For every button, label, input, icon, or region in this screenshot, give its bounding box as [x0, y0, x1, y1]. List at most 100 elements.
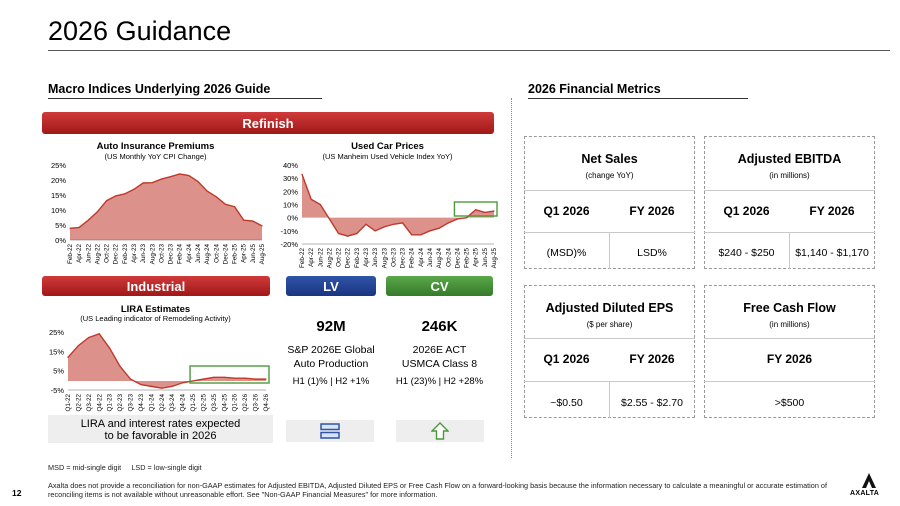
- ebitda-rule-1: [704, 190, 875, 191]
- data-point: [67, 356, 69, 358]
- series-line: [67, 332, 266, 389]
- data-point: [169, 176, 172, 178]
- refinish-banner: Refinish: [42, 112, 494, 134]
- highlight-box: [189, 365, 270, 384]
- x-tick-label: Q4-22: [96, 394, 103, 412]
- data-point: [233, 206, 236, 208]
- net-sales-rule-1: [524, 190, 695, 191]
- x-tick-label: Q4-25: [221, 394, 228, 412]
- eps-fy-head: FY 2026: [629, 352, 675, 366]
- data-point: [213, 376, 215, 378]
- x-tick-label: Apr-24: [186, 244, 193, 263]
- x-tick-label: Apr-24: [418, 248, 425, 267]
- data-point: [133, 188, 135, 190]
- lv-line3: H1 (1)% | H2 +1%: [292, 376, 370, 387]
- data-point: [310, 198, 312, 200]
- equal-bars-icon: [320, 423, 340, 439]
- x-tick-label: Q3-23: [128, 394, 135, 412]
- x-tick-label: Dec-23: [168, 244, 175, 265]
- data-point: [129, 378, 132, 380]
- chart-insurance-title: Auto Insurance Premiums: [96, 141, 215, 152]
- fcf-card: Free Cash Flow (in millions): [704, 285, 875, 418]
- x-tick-label: Aug-22: [94, 244, 101, 265]
- chart-lira-title: LIRA Estimates: [120, 304, 191, 315]
- y-tick-label: 25%: [51, 161, 66, 170]
- data-point: [78, 226, 80, 228]
- data-point: [475, 209, 477, 211]
- ebitda-col-sep: [789, 232, 790, 269]
- data-point: [328, 218, 331, 220]
- x-tick-label: Q3-24: [169, 394, 176, 412]
- cv-icon-box: [396, 420, 484, 442]
- data-point: [392, 223, 395, 225]
- data-point: [401, 222, 404, 224]
- macro-heading-rule: [48, 98, 322, 99]
- eps-q1-head: Q1 2026: [543, 352, 590, 366]
- data-point: [192, 380, 194, 382]
- data-point: [493, 210, 495, 212]
- data-point: [142, 182, 144, 184]
- ebitda-q1-value: $240 - $250: [718, 247, 775, 259]
- data-point: [383, 226, 385, 228]
- ebitda-q1-head: Q1 2026: [723, 204, 770, 218]
- y-tick-label: 15%: [51, 191, 66, 200]
- x-tick-label: Jun-23: [140, 244, 147, 264]
- data-point: [301, 173, 303, 175]
- metrics-heading: 2026 Financial Metrics: [528, 82, 661, 96]
- cv-line3: H1 (23)% | H2 +28%: [395, 376, 484, 387]
- lira-note-line1: LIRA and interest rates expected: [80, 418, 241, 430]
- data-point: [119, 365, 121, 368]
- x-tick-label: Q1-24: [148, 394, 155, 412]
- page-number: 12: [12, 488, 22, 498]
- data-point: [337, 232, 340, 235]
- section-divider: [511, 98, 512, 458]
- data-point: [161, 387, 163, 389]
- x-tick-label: Aug-23: [149, 244, 156, 265]
- data-point: [438, 227, 440, 229]
- x-tick-label: Feb-24: [409, 248, 416, 268]
- axalta-logo-text: AXALTA: [850, 490, 880, 497]
- x-tick-label: Jun-24: [427, 248, 434, 268]
- y-tick-label: 0%: [55, 236, 66, 245]
- x-tick-label: Apr-23: [131, 244, 138, 263]
- data-point: [254, 378, 257, 380]
- data-point: [347, 235, 349, 237]
- data-point: [411, 234, 413, 236]
- up-arrow-icon: [431, 422, 449, 440]
- highlight-box: [453, 201, 498, 217]
- ebitda-fy-value: $1,140 - $1,170: [795, 247, 869, 259]
- x-tick-label: Apr-22: [76, 244, 83, 263]
- y-tick-label: 15%: [49, 347, 64, 356]
- cv-value: 246K: [421, 318, 458, 335]
- series-line: [301, 173, 495, 237]
- y-tick-label: -5%: [51, 386, 65, 395]
- x-tick-label: Q3-25: [211, 394, 218, 412]
- y-tick-label: -10%: [280, 227, 298, 236]
- data-point: [182, 382, 184, 384]
- x-tick-label: Q4-24: [180, 394, 187, 412]
- cv-banner: CV: [386, 276, 493, 296]
- x-tick-label: Dec-22: [113, 244, 120, 265]
- disclaimer-line-2: reconciling items is not available witho…: [48, 490, 438, 499]
- data-point: [234, 377, 236, 379]
- eps-q1-value: ~$0.50: [550, 397, 583, 409]
- x-tick-label: Q2-24: [159, 394, 166, 412]
- data-point: [88, 336, 90, 339]
- data-point: [356, 232, 358, 235]
- x-tick-label: Aug-23: [381, 248, 388, 269]
- data-point: [150, 385, 152, 387]
- metrics-heading-rule: [528, 98, 748, 99]
- eps-title: Adjusted Diluted EPS: [545, 301, 674, 315]
- data-point: [197, 180, 199, 183]
- x-tick-label: Q2-23: [117, 394, 124, 412]
- axalta-logo-icon: [862, 473, 876, 488]
- series-line: [69, 173, 263, 229]
- fcf-title: Free Cash Flow: [743, 301, 836, 315]
- series-area: [302, 174, 494, 237]
- eps-fy-value: $2.55 - $2.70: [621, 397, 683, 409]
- x-tick-label: Oct-24: [445, 248, 452, 267]
- eps-subtitle: ($ per share): [586, 320, 633, 329]
- eps-rule-1: [524, 338, 695, 339]
- net-sales-card: Net Sales (change YoY): [524, 136, 695, 269]
- x-tick-label: Q1-25: [190, 394, 197, 412]
